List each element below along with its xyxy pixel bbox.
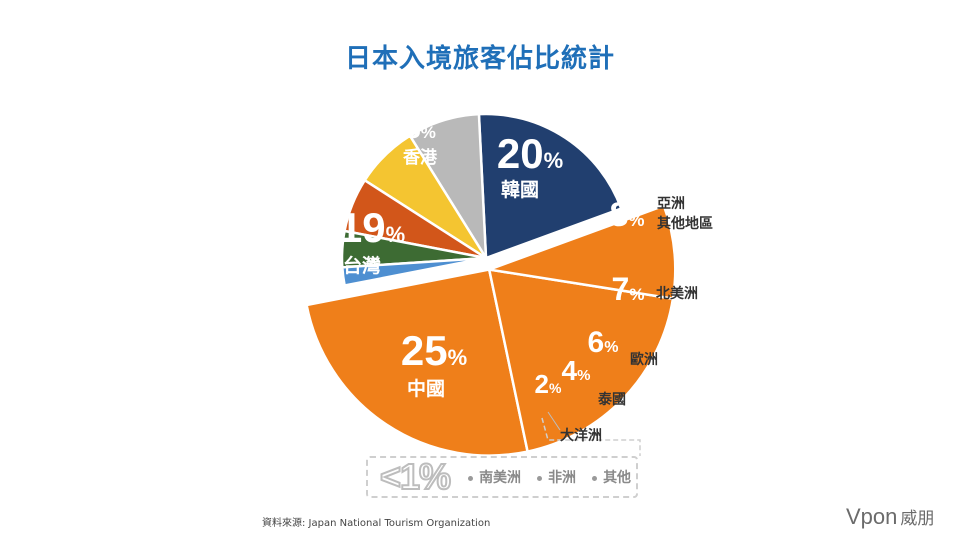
pie-slices [305,112,677,457]
vpon-logo: Vpon 威朋 [846,504,934,530]
label-th-pct: 4% [562,355,591,386]
label-oc-name: 大洋洲 [560,427,602,444]
bullet-icon [592,475,598,481]
label-na-pct: 7% [612,271,645,307]
label-eu-name: 歐洲 [630,351,658,368]
minor-item-south-america: 南美洲 [468,467,521,487]
chart-title: 日本入境旅客佔比統計 [344,44,615,74]
source-note: 資料來源: Japan National Tourism Organizatio… [262,518,491,529]
label-hk-pct: 8% [404,112,436,145]
pie-slice-1 [305,268,530,457]
label-eu-pct: 6% [588,326,619,359]
minor-item-africa: 非洲 [537,467,576,487]
minor-item-label: 非洲 [548,470,577,486]
label-th-name: 泰國 [597,391,626,408]
label-oc-pct: 2% [535,369,562,399]
minor-value-label: <1% [379,455,452,498]
bullet-icon [537,475,543,481]
leader-line-oceania [547,411,561,431]
label-hk-name: 香港 [403,147,438,168]
pie-slice-3 [484,204,677,301]
label-tw-name: 台灣 [343,254,381,277]
label-cn-pct: 25% [401,327,467,374]
logo-brand: Vpon [846,504,898,529]
pie-slice-2 [487,268,675,454]
label-kr-pct: 20% [497,130,563,177]
label-asia-name-2: 其他地區 [657,215,713,232]
label-kr-name: 韓國 [501,178,539,201]
minor-item-label: 南美洲 [479,470,522,486]
pie-slice-9 [340,256,487,287]
pie-slice-4 [477,112,623,260]
logo-cjk: 威朋 [900,509,935,529]
label-asia-pct: 8% [610,196,645,234]
label-tw-pct: 19% [339,204,405,251]
minor-regions-box: <1% 南美洲 非洲 其他 [366,455,638,498]
label-cn-name: 中國 [407,377,445,400]
bullet-icon [468,475,474,481]
label-na-name: 北美洲 [656,285,698,302]
minor-connector [541,417,641,456]
label-asia-name-1: 亞洲 [657,196,685,212]
minor-item-label: 其他 [603,470,632,486]
minor-item-other: 其他 [592,467,631,487]
